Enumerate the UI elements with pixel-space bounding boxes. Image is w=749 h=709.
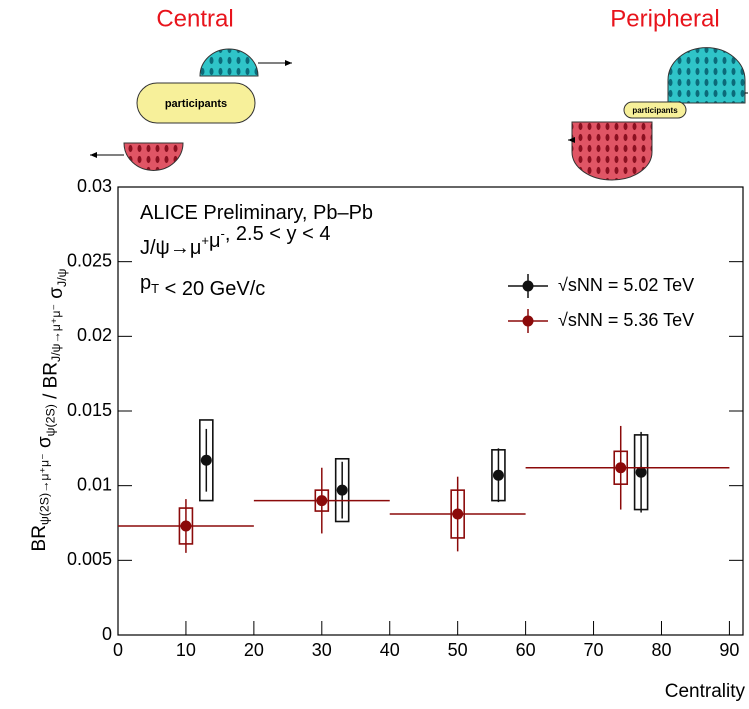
x-tick-label: 70	[584, 640, 604, 660]
y-tick-label: 0.005	[67, 549, 112, 569]
sys-error-box	[450, 489, 465, 539]
y-tick-label: 0.015	[67, 400, 112, 420]
nucleus	[123, 142, 184, 171]
sys-error-box	[199, 419, 214, 502]
annotation-part: μ	[209, 230, 221, 252]
y-tick-label: 0.01	[77, 474, 112, 494]
x-axis-title: Centrality	[665, 681, 746, 702]
point	[200, 454, 212, 466]
plot: 0 10 20 30 40 50 60 70 80 90 0 0.005 0.01 0.015 0.02 0.…	[29, 176, 745, 702]
point	[452, 508, 464, 520]
legend-label: √sNN = 5.02 TeV	[558, 275, 694, 295]
y-axis-title-part: σ	[46, 287, 67, 304]
annotation-part: ALICE Preliminary, Pb–Pb	[140, 202, 373, 224]
participants-label: participants	[632, 106, 678, 115]
y-tick-label: 0.025	[67, 250, 112, 270]
point	[492, 469, 504, 481]
participants-label: participants	[165, 98, 227, 110]
participants-box	[623, 101, 687, 119]
annotation-part: p	[140, 272, 151, 294]
point	[615, 462, 627, 474]
point	[180, 520, 192, 532]
nucleus	[667, 47, 746, 104]
nucleus	[199, 48, 259, 77]
point	[316, 495, 328, 507]
annotation: J/ψ→μ+μ-, 2.5 < y < 4	[140, 223, 330, 259]
y-tick-label: 0.03	[77, 176, 112, 196]
x-tick-label: 80	[651, 640, 671, 660]
x-tick-label: 40	[380, 640, 400, 660]
diagram-label: Peripheral	[610, 5, 719, 32]
annotation-part: +	[201, 233, 209, 248]
point	[336, 484, 348, 496]
x-tick-label: 50	[448, 640, 468, 660]
sys-error-box	[334, 457, 350, 523]
annotation-part: < 20 GeV/c	[159, 278, 265, 300]
annotation: pT < 20 GeV/c	[140, 272, 265, 300]
y-axis-title-part: σ	[35, 436, 56, 453]
x-tick-label: 30	[312, 640, 332, 660]
annotation-part: J/ψ→μ	[140, 237, 201, 259]
legend-marker	[522, 280, 534, 292]
sys-error-box	[633, 434, 649, 511]
y-axis-title-part: ψ(2S)→μ⁺μ⁻	[38, 453, 52, 525]
y-axis-title-part: / BR	[40, 362, 61, 404]
y-axis-title-part: ψ(2S)	[44, 404, 58, 436]
annotation-part: T	[151, 281, 159, 296]
x-tick-label: 90	[719, 640, 739, 660]
annotation-part: , 2.5 < y < 4	[225, 223, 331, 245]
x-tick-label: 20	[244, 640, 264, 660]
point	[635, 466, 647, 478]
y-axis-title-part: J/ψ	[55, 269, 69, 287]
y-tick-label: 0.02	[77, 325, 112, 345]
legend-label: √sNN = 5.36 TeV	[558, 310, 694, 330]
y-axis-title-part: J/ψ→μ⁺μ⁻	[49, 304, 63, 362]
sys-error-box	[178, 507, 194, 545]
x-tick-label: 10	[176, 640, 196, 660]
sys-error-box	[613, 450, 629, 485]
x-tick-label: 0	[113, 640, 123, 660]
x-tick-label: 60	[516, 640, 536, 660]
y-axis-title: BRψ(2S)→μ⁺μ⁻ σψ(2S) / BRJ/ψ→μ⁺μ⁻ σJ/ψ	[29, 269, 69, 552]
annotation: ALICE Preliminary, Pb–Pb	[140, 202, 373, 224]
nucleus	[571, 121, 653, 181]
participants-box	[136, 82, 256, 124]
annotation-part: -	[220, 226, 224, 241]
sys-error-box	[314, 489, 330, 512]
y-axis-title-part: BR	[29, 525, 50, 551]
plot-frame	[117, 186, 744, 636]
y-tick-label: 0	[102, 624, 112, 644]
legend-marker	[522, 315, 534, 327]
diagram-label: Central	[156, 5, 233, 32]
sys-error-box	[491, 449, 506, 502]
